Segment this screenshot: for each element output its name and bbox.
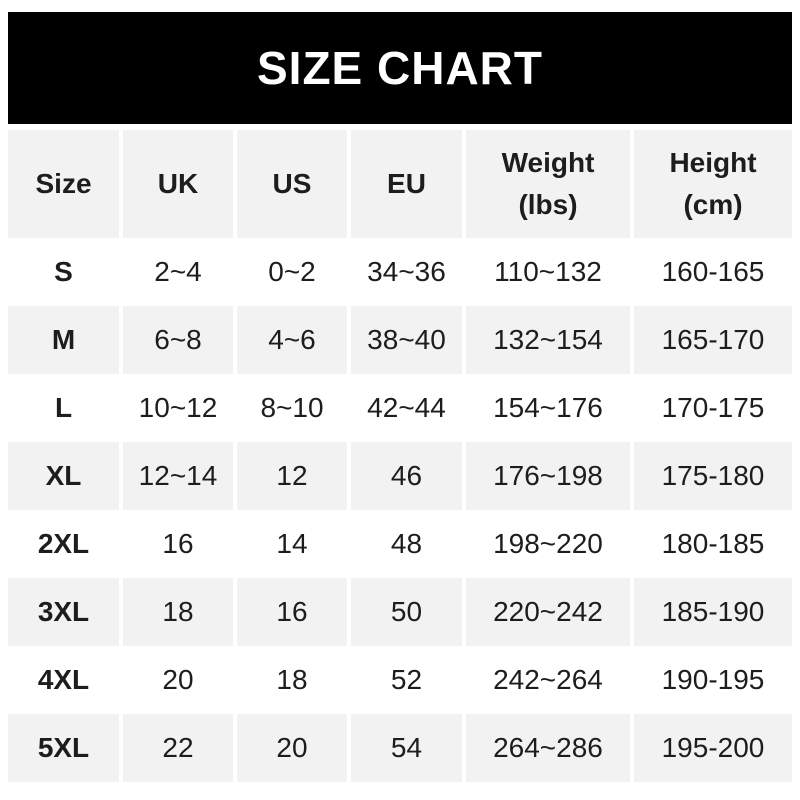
us-cell: 20: [237, 714, 347, 782]
height-cell: 190-195: [634, 646, 792, 714]
size-cell: 3XL: [8, 578, 119, 646]
weight-cell: 220~242: [466, 578, 630, 646]
table-row-s: S 2~4 0~2 34~36 110~132 160-165: [8, 238, 792, 306]
eu-cell: 54: [351, 714, 462, 782]
eu-cell: 50: [351, 578, 462, 646]
us-cell: 14: [237, 510, 347, 578]
column-label: Size: [35, 168, 92, 199]
weight-cell: 242~264: [466, 646, 630, 714]
us-cell: 18: [237, 646, 347, 714]
header-cell-uk: UK: [123, 130, 233, 238]
table-row-m: M 6~8 4~6 38~40 132~154 165-170: [8, 306, 792, 374]
page-title: SIZE CHART: [257, 42, 543, 94]
uk-cell: 22: [123, 714, 233, 782]
us-cell: 8~10: [237, 374, 347, 442]
table-row-4xl: 4XL 20 18 52 242~264 190-195: [8, 646, 792, 714]
header-cell-weight: Weight (lbs): [466, 130, 630, 238]
size-cell: M: [8, 306, 119, 374]
title-banner: SIZE CHART: [8, 12, 792, 124]
header-cell-size: Size: [8, 130, 119, 238]
eu-cell: 46: [351, 442, 462, 510]
uk-cell: 18: [123, 578, 233, 646]
weight-cell: 264~286: [466, 714, 630, 782]
size-cell: XL: [8, 442, 119, 510]
column-label: US: [272, 168, 312, 199]
height-cell: 185-190: [634, 578, 792, 646]
us-cell: 4~6: [237, 306, 347, 374]
column-label: Weight: [501, 147, 595, 178]
eu-cell: 48: [351, 510, 462, 578]
size-chart-table: Size UK US EU Weight (lbs) Height (cm): [8, 130, 792, 782]
us-cell: 0~2: [237, 238, 347, 306]
uk-cell: 12~14: [123, 442, 233, 510]
height-cell: 170-175: [634, 374, 792, 442]
weight-cell: 154~176: [466, 374, 630, 442]
uk-cell: 16: [123, 510, 233, 578]
uk-cell: 2~4: [123, 238, 233, 306]
height-cell: 180-185: [634, 510, 792, 578]
table-row-xl: XL 12~14 12 46 176~198 175-180: [8, 442, 792, 510]
size-cell: S: [8, 238, 119, 306]
weight-cell: 176~198: [466, 442, 630, 510]
height-cell: 165-170: [634, 306, 792, 374]
uk-cell: 10~12: [123, 374, 233, 442]
size-cell: 4XL: [8, 646, 119, 714]
table-header-row: Size UK US EU Weight (lbs) Height (cm): [8, 130, 792, 238]
column-label: UK: [157, 168, 199, 199]
uk-cell: 20: [123, 646, 233, 714]
weight-cell: 110~132: [466, 238, 630, 306]
table-row-2xl: 2XL 16 14 48 198~220 180-185: [8, 510, 792, 578]
column-sublabel: (lbs): [518, 189, 578, 220]
height-cell: 160-165: [634, 238, 792, 306]
table-row-5xl: 5XL 22 20 54 264~286 195-200: [8, 714, 792, 782]
eu-cell: 34~36: [351, 238, 462, 306]
size-cell: 5XL: [8, 714, 119, 782]
us-cell: 12: [237, 442, 347, 510]
height-cell: 195-200: [634, 714, 792, 782]
uk-cell: 6~8: [123, 306, 233, 374]
size-cell: L: [8, 374, 119, 442]
eu-cell: 52: [351, 646, 462, 714]
eu-cell: 38~40: [351, 306, 462, 374]
column-label: EU: [387, 168, 426, 199]
column-sublabel: (cm): [683, 189, 743, 220]
eu-cell: 42~44: [351, 374, 462, 442]
us-cell: 16: [237, 578, 347, 646]
header-cell-us: US: [237, 130, 347, 238]
weight-cell: 198~220: [466, 510, 630, 578]
table-row-3xl: 3XL 18 16 50 220~242 185-190: [8, 578, 792, 646]
size-cell: 2XL: [8, 510, 119, 578]
column-label: Height: [669, 147, 757, 178]
header-cell-height: Height (cm): [634, 130, 792, 238]
table-row-l: L 10~12 8~10 42~44 154~176 170-175: [8, 374, 792, 442]
height-cell: 175-180: [634, 442, 792, 510]
weight-cell: 132~154: [466, 306, 630, 374]
header-cell-eu: EU: [351, 130, 462, 238]
